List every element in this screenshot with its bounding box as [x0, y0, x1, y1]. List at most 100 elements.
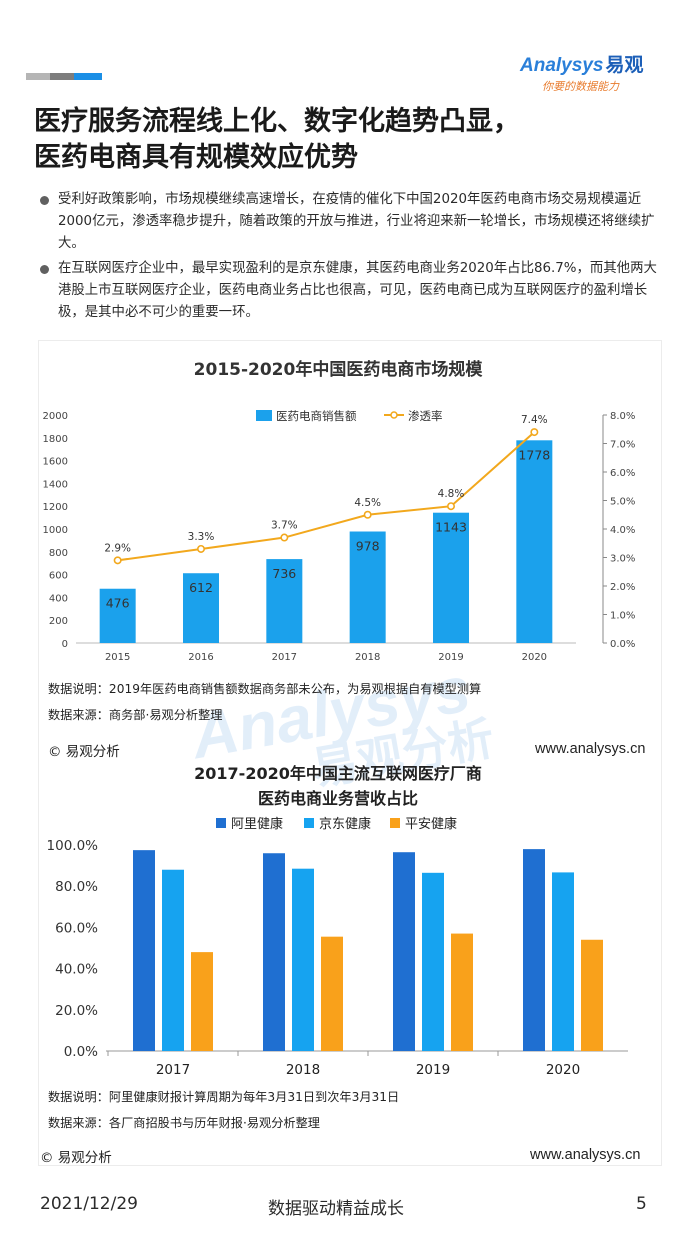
x-tick-label: 2018	[286, 1062, 320, 1078]
x-tick-label: 2019	[416, 1062, 450, 1078]
y2-tick-label: 8.0%	[610, 411, 635, 422]
y-tick-label: 1800	[43, 434, 68, 445]
chart2-source: 数据来源：各厂商招股书与历年财报·易观分析整理	[48, 1116, 320, 1130]
decor-bar-gray-dark	[50, 73, 74, 80]
y-tick-label: 2000	[43, 411, 68, 422]
y2-tick-label: 0.0%	[610, 639, 635, 650]
y-tick-label: 600	[49, 571, 68, 582]
chart1-note: 数据说明：2019年医药电商销售额数据商务部未公布，为易观根据自有模型测算	[48, 682, 482, 696]
bar-2-2018	[292, 868, 314, 1051]
y2-tick-label: 7.0%	[610, 440, 635, 451]
line-penetration	[117, 431, 535, 562]
bar-1-2018	[263, 853, 285, 1051]
page-title-line1: 医疗服务流程线上化、数字化趋势凸显，	[34, 106, 520, 137]
point-penetration-2019	[446, 502, 455, 511]
bullet-text: 受利好政策影响，市场规模继续高速增长，在疫情的催化下中国2020年医药电商市场交…	[58, 192, 655, 251]
x-tick-label: 2020	[546, 1062, 580, 1078]
y-tick-label: 1600	[43, 457, 68, 468]
bar-3-2019	[451, 933, 473, 1051]
bar-value-label: 1143	[435, 520, 467, 535]
chart1-source: 数据来源：商务部·易观分析整理	[48, 708, 223, 722]
y-tick-label: 1200	[43, 502, 68, 513]
y-tick-label: 800	[49, 548, 68, 559]
y-tick-label: 20.0%	[55, 1003, 98, 1019]
point-penetration-2020	[530, 428, 539, 437]
chart2-url: www.analysys.cn	[530, 1147, 641, 1163]
y-tick-label: 200	[49, 616, 68, 627]
point-penetration-2016	[197, 544, 206, 553]
bar-value-label: 736	[272, 566, 296, 581]
point-label: 3.3%	[188, 531, 215, 543]
bullet-item: 受利好政策影响，市场规模继续高速增长，在疫情的催化下中国2020年医药电商市场交…	[36, 189, 666, 255]
bullet-dot-icon	[40, 196, 49, 205]
bar-3-2017	[191, 952, 213, 1051]
bar-3-2018	[321, 936, 343, 1051]
page-title: 医疗服务流程线上化、数字化趋势凸显， 医药电商具有规模效应优势	[34, 104, 674, 176]
legend-swatch-3	[390, 818, 400, 828]
point-label: 2.9%	[104, 542, 131, 554]
chart2-note: 数据说明：阿里健康财报计算周期为每年3月31日到次年3月31日	[48, 1090, 400, 1104]
bar-value-label: 1778	[518, 447, 550, 462]
legend-swatch-1	[216, 818, 226, 828]
y2-tick-label: 3.0%	[610, 554, 635, 565]
bullet-dot-icon	[40, 265, 49, 274]
bullet-list: 受利好政策影响，市场规模继续高速增长，在疫情的催化下中国2020年医药电商市场交…	[36, 189, 666, 327]
y-tick-label: 1000	[43, 525, 68, 536]
decor-bar-blue	[74, 73, 102, 80]
y2-tick-label: 6.0%	[610, 468, 635, 479]
x-tick-label: 2017	[272, 652, 297, 660]
x-tick-label: 2020	[522, 652, 547, 660]
bar-1-2017	[133, 850, 155, 1051]
bar-2-2019	[422, 872, 444, 1051]
y-tick-label: 0.0%	[64, 1044, 98, 1060]
chart1-copyright: © 易观分析	[48, 744, 120, 760]
logo-cn: 易观	[605, 55, 644, 76]
y-tick-label: 60.0%	[55, 920, 98, 936]
legend-label-penetration: 渗透率	[408, 409, 443, 423]
bar-1-2019	[393, 852, 415, 1051]
bar-value-label: 978	[356, 539, 380, 554]
footer-date: 2021/12/29	[40, 1194, 138, 1214]
y-tick-label: 400	[49, 593, 68, 604]
legend-swatch-2	[304, 818, 314, 828]
legend-swatch-sales	[256, 410, 272, 421]
bar-sales-2020	[516, 440, 553, 643]
chart2-title-line1: 2017-2020年中国主流互联网医疗厂商	[194, 764, 482, 783]
legend-label-1: 阿里健康	[231, 816, 283, 832]
page-number: 5	[636, 1194, 647, 1214]
bar-sales-2015	[99, 588, 136, 643]
bar-sales-2017	[266, 559, 303, 643]
footer-slogan: 数据驱动精益成长	[268, 1199, 404, 1219]
legend-label-2: 京东健康	[319, 816, 371, 832]
page-title-line2: 医药电商具有规模效应优势	[34, 142, 358, 173]
bar-value-label: 612	[189, 580, 213, 595]
point-label: 3.7%	[271, 520, 298, 532]
y2-tick-label: 5.0%	[610, 497, 635, 508]
logo-slogan: 你要的数据能力	[542, 80, 619, 93]
y-tick-label: 80.0%	[55, 879, 98, 895]
legend-marker-penetration	[390, 411, 398, 419]
point-penetration-2015	[113, 556, 122, 565]
analysys-logo: Analysys 易观 你要的数据能力	[520, 50, 680, 93]
x-tick-label: 2019	[438, 652, 463, 660]
point-label: 4.8%	[438, 488, 465, 500]
bar-sales-2019	[433, 512, 469, 643]
point-penetration-2017	[280, 533, 289, 542]
y-tick-label: 100.0%	[47, 838, 99, 854]
y2-tick-label: 2.0%	[610, 582, 635, 593]
bar-2-2020	[552, 872, 574, 1051]
y2-tick-label: 4.0%	[610, 525, 635, 536]
logo-prefix: A	[520, 55, 534, 76]
legend-label-3: 平安健康	[405, 816, 457, 832]
chart1-title: 2015-2020年中国医药电商市场规模	[194, 359, 484, 380]
y2-tick-label: 1.0%	[610, 611, 635, 622]
bullet-text: 在互联网医疗企业中，最早实现盈利的是京东健康，其医药电商业务2020年占比86.…	[58, 261, 657, 320]
chart2-copyright: © 易观分析	[40, 1150, 112, 1166]
x-tick-label: 2016	[188, 652, 213, 660]
x-tick-label: 2015	[105, 652, 130, 660]
x-tick-label: 2017	[156, 1062, 190, 1078]
bar-sales-2018	[349, 531, 386, 643]
legend-label-sales: 医药电商销售额	[276, 409, 357, 423]
